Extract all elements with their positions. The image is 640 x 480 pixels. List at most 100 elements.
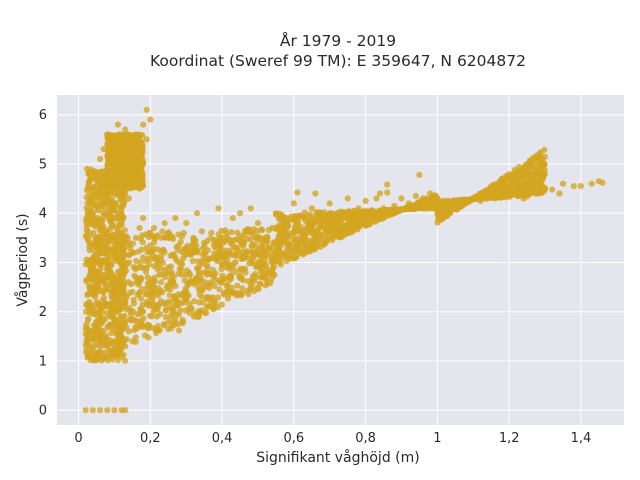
data-point (234, 282, 241, 289)
data-point (251, 287, 258, 295)
data-point (118, 244, 125, 251)
data-point (118, 209, 125, 216)
data-point (105, 207, 112, 214)
data-point (227, 275, 234, 282)
data-point (85, 171, 92, 178)
data-point (165, 229, 172, 236)
data-point (100, 146, 107, 153)
data-point (221, 250, 228, 257)
data-point (183, 244, 190, 251)
data-point (226, 261, 233, 268)
data-point (194, 258, 202, 265)
data-point (348, 223, 355, 230)
data-point (527, 157, 534, 164)
data-point (145, 334, 152, 341)
x-tick-label: 0,8 (355, 431, 376, 446)
data-point (86, 285, 93, 292)
data-point (411, 205, 419, 212)
data-point (155, 271, 163, 278)
data-point (129, 180, 136, 187)
data-point (254, 249, 262, 256)
data-point (239, 254, 246, 261)
data-point (125, 328, 132, 335)
data-point (346, 216, 354, 223)
data-point (227, 288, 234, 295)
data-point (233, 289, 240, 296)
data-point (139, 232, 146, 239)
data-point (122, 175, 129, 182)
data-point (122, 407, 129, 414)
y-tick-label: 2 (39, 305, 47, 320)
data-point (391, 202, 398, 209)
data-point (448, 200, 455, 207)
data-point (296, 212, 303, 219)
data-point (419, 195, 427, 202)
data-point (398, 195, 405, 202)
data-point (185, 305, 192, 313)
data-point (275, 226, 282, 233)
data-point (549, 186, 556, 193)
data-point (183, 288, 190, 296)
data-point (248, 258, 255, 265)
data-point (104, 192, 111, 199)
data-point (313, 239, 320, 246)
data-point (107, 274, 114, 281)
x-tick-label: 0 (74, 431, 82, 446)
data-point (527, 177, 534, 184)
data-point (130, 316, 137, 323)
data-point (89, 407, 96, 414)
data-point (122, 357, 129, 364)
data-point (312, 245, 319, 252)
data-point (532, 154, 539, 161)
data-point (577, 183, 585, 190)
data-point (219, 261, 226, 268)
data-point (262, 282, 269, 289)
data-point (97, 259, 104, 266)
data-point (147, 256, 154, 263)
data-point (333, 217, 340, 224)
data-point (178, 248, 186, 255)
data-point (343, 227, 350, 234)
data-point (204, 247, 212, 254)
data-point (292, 227, 299, 234)
x-axis-label: Signifikant våghöjd (m) (256, 449, 419, 466)
data-point (285, 254, 292, 261)
data-point (93, 244, 100, 251)
data-point (267, 279, 274, 287)
data-point (95, 332, 102, 339)
data-point (111, 407, 118, 414)
data-point (111, 293, 118, 300)
data-point (104, 131, 111, 138)
data-point (120, 320, 127, 328)
data-point (136, 224, 143, 232)
data-point (125, 279, 132, 286)
data-point (136, 151, 143, 158)
data-point (304, 248, 311, 255)
data-point (234, 229, 241, 236)
data-point (228, 229, 235, 236)
data-point (269, 224, 276, 232)
data-point (150, 308, 157, 315)
data-point (288, 248, 295, 255)
data-point (121, 271, 128, 278)
data-point (147, 293, 154, 300)
data-point (143, 244, 150, 251)
data-point (89, 269, 96, 276)
data-point (139, 239, 146, 246)
data-point (125, 195, 132, 202)
data-point (206, 270, 214, 278)
data-point (211, 254, 218, 261)
data-point (107, 151, 114, 158)
data-point (265, 244, 272, 251)
y-axis-label: Vågperiod (s) (14, 213, 31, 306)
data-point (84, 258, 91, 266)
data-point (123, 306, 130, 313)
data-points (82, 106, 606, 414)
data-point (334, 228, 341, 235)
data-point (161, 220, 168, 227)
data-point (107, 352, 114, 360)
data-point (247, 205, 254, 212)
data-point (150, 224, 157, 232)
